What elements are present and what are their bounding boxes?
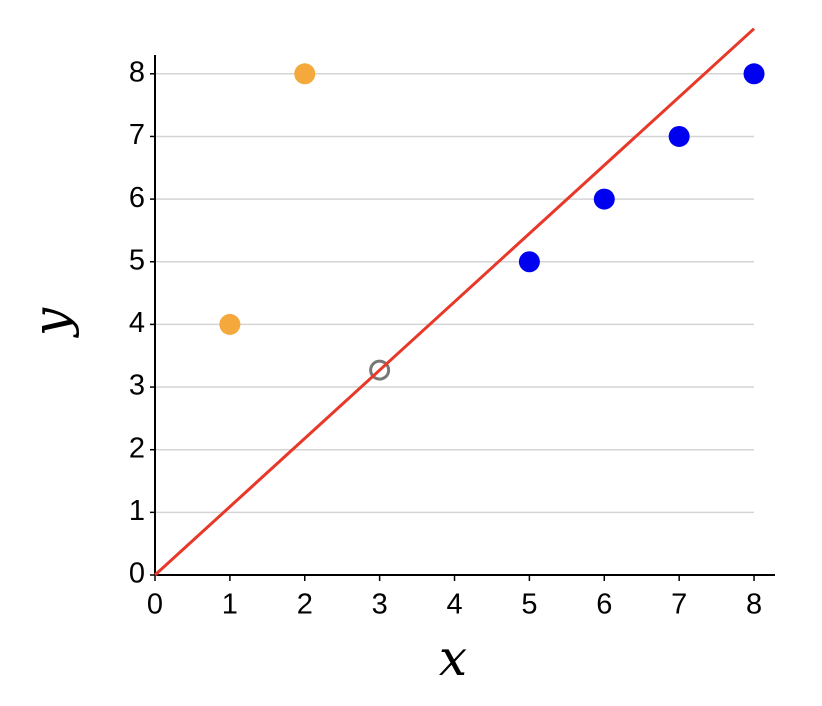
x-tick-label: 6 <box>596 589 612 621</box>
y-tick-label: 3 <box>129 370 145 402</box>
y-tick-label: 5 <box>129 244 145 276</box>
x-tick-label: 7 <box>671 589 687 621</box>
y-tick-label: 1 <box>129 495 145 527</box>
y-tick-label: 4 <box>129 307 145 339</box>
point <box>294 63 316 85</box>
point <box>743 63 765 85</box>
y-tick-label: 8 <box>129 56 145 88</box>
point <box>593 188 615 210</box>
x-tick-label: 8 <box>746 589 762 621</box>
y-tick-label: 7 <box>129 119 145 151</box>
y-axis-label: y <box>22 307 80 338</box>
point <box>219 313 241 335</box>
x-tick-label: 3 <box>372 589 388 621</box>
point <box>369 359 391 381</box>
y-tick-label: 2 <box>129 432 145 464</box>
point <box>668 125 690 147</box>
point <box>518 251 540 273</box>
x-tick-label: 2 <box>297 589 313 621</box>
x-tick-label: 1 <box>222 589 238 621</box>
y-tick-label: 6 <box>129 182 145 214</box>
x-tick-label: 4 <box>446 589 462 621</box>
y-tick-label: 0 <box>129 558 145 590</box>
fit-line <box>153 27 756 577</box>
x-tick-label: 0 <box>147 589 163 621</box>
x-axis-label: x <box>439 629 467 687</box>
x-tick-label: 5 <box>521 589 537 621</box>
